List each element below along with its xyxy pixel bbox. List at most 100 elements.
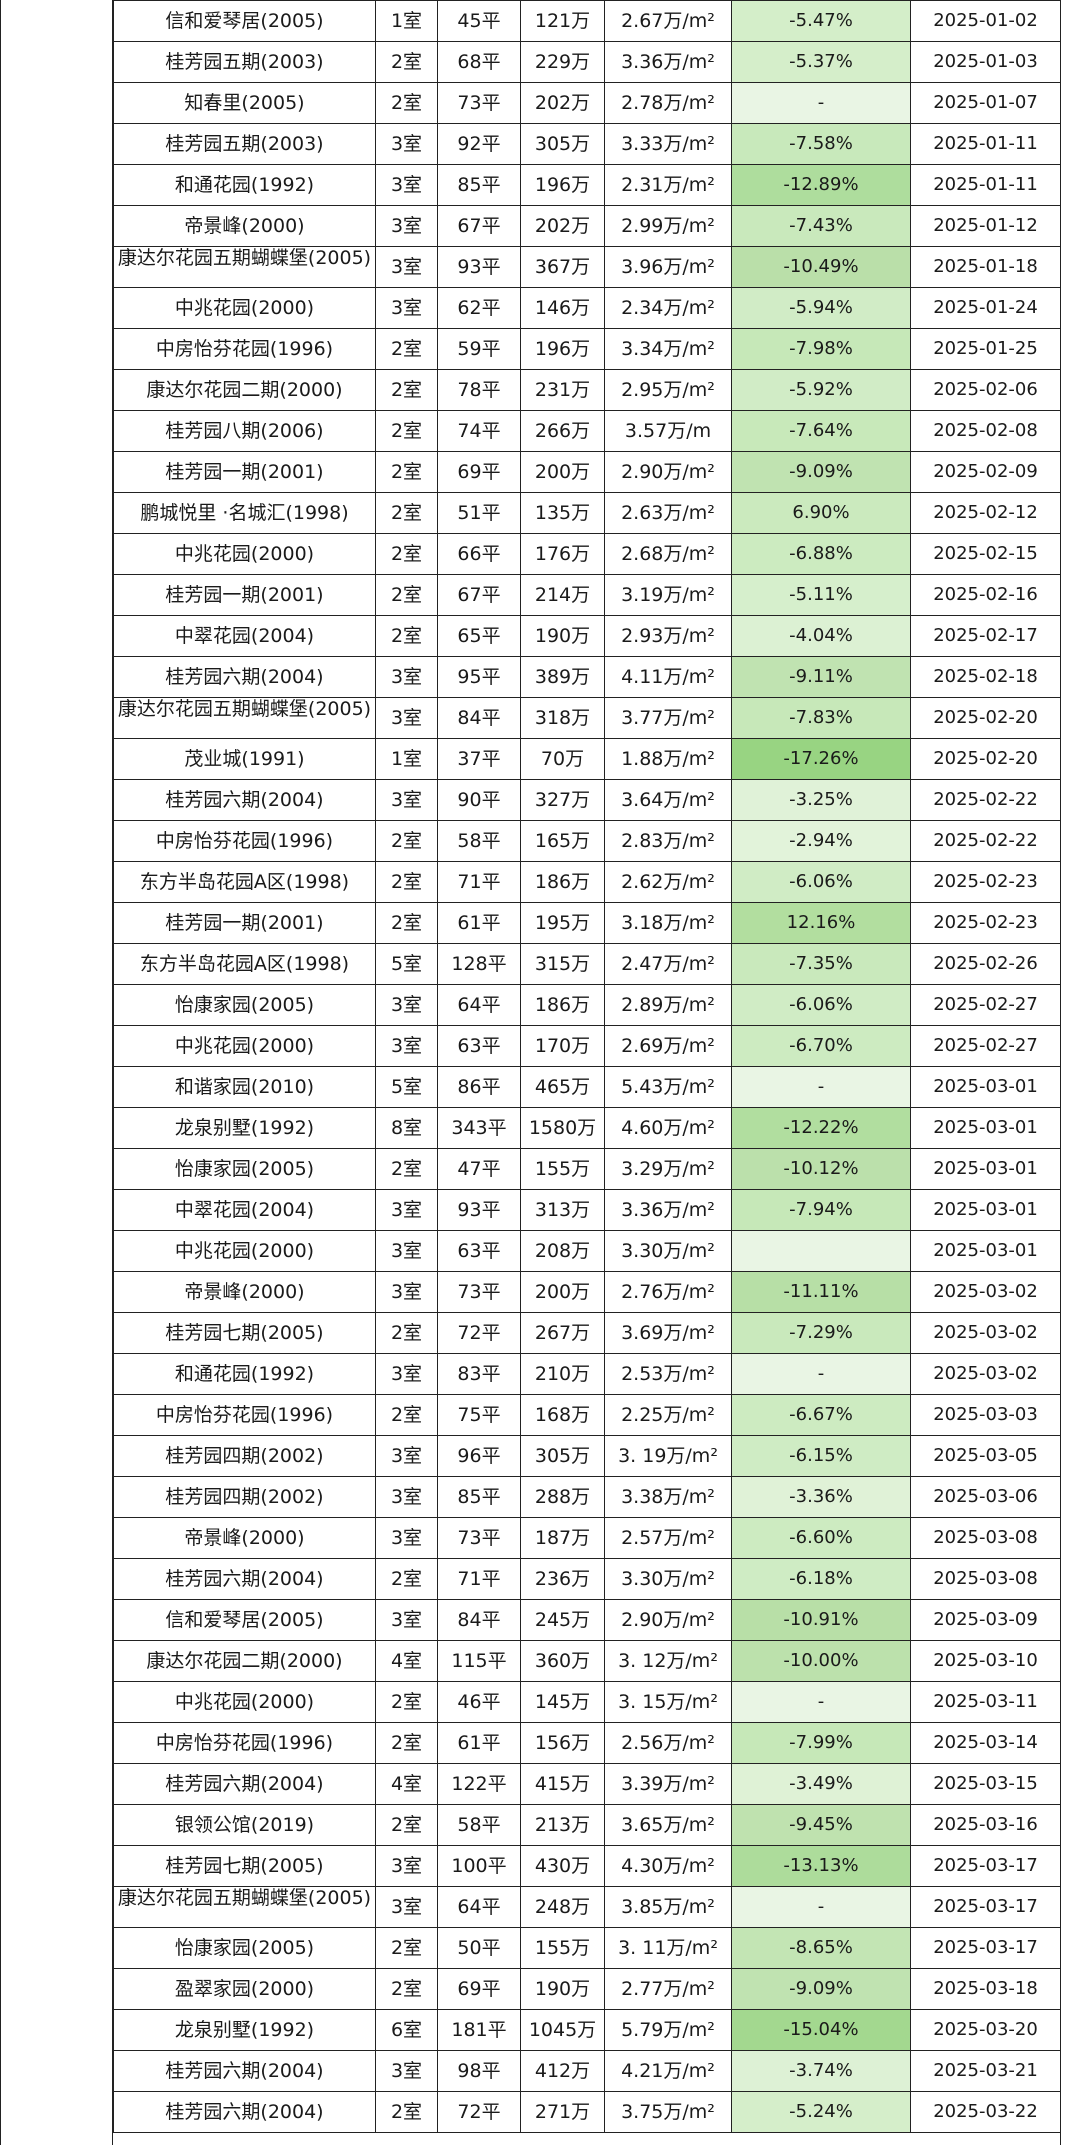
cell-change: - xyxy=(731,82,911,124)
cell-area: 73平 xyxy=(437,1271,521,1313)
table-row: 和谐家园(2010) 5室 86平 465万 5.43万/m² -2025-03-01 xyxy=(113,1066,1061,1108)
cell-rooms: 3室 xyxy=(375,1845,438,1887)
table-row: 桂芳园四期(2002) 3室 96平 305万 3. 19万/m² -6.15% 2025-… xyxy=(113,1435,1061,1477)
table-row: 桂芳园七期(2005) 2室 72平 267万 3.69万/m² -7.29% 2025-0… xyxy=(113,1312,1061,1354)
cell-unit-price: 3.57万/m xyxy=(604,410,732,452)
cell-community: 中房怡芬花园(1996) xyxy=(113,328,376,370)
cell-community: 茂业城(1991) xyxy=(113,738,376,780)
cell-community: 知春里(2005) xyxy=(113,82,376,124)
cell-community: 桂芳园一期(2001) xyxy=(113,902,376,944)
cell-unit-price: 3.36万/m² xyxy=(604,1189,732,1231)
cell-area: 63平 xyxy=(437,1230,521,1272)
cell-total-price: 145万 xyxy=(520,1681,605,1723)
cell-rooms: 3室 xyxy=(375,697,438,739)
cell-area: 58平 xyxy=(437,820,521,862)
cell-date: 2025-03-17 xyxy=(910,1927,1061,1969)
cell-unit-price: 2.99万/m² xyxy=(604,205,732,247)
cell-unit-price: 2.95万/m² xyxy=(604,369,732,411)
cell-unit-price: 3. 11万/m² xyxy=(604,1927,732,1969)
cell-date: 2025-01-25 xyxy=(910,328,1061,370)
cell-area: 69平 xyxy=(437,1968,521,2010)
table-row: 中兆花园(2000) 3室 63平 208万 3.30万/m² 2025-03-01 xyxy=(113,1230,1061,1272)
cell-date: 2025-03-01 xyxy=(910,1189,1061,1231)
cell-unit-price: 2.93万/m² xyxy=(604,615,732,657)
table-row: 桂芳园四期(2002) 3室 85平 288万 3.38万/m² -3.36% 2025-0… xyxy=(113,1476,1061,1518)
cell-rooms: 2室 xyxy=(375,1968,438,2010)
cell-total-price: 1580万 xyxy=(520,1107,605,1149)
cell-unit-price: 3.38万/m² xyxy=(604,1476,732,1518)
cell-date: 2025-03-17 xyxy=(910,1845,1061,1887)
cell-date: 2025-02-20 xyxy=(910,697,1061,739)
cell-unit-price: 5.43万/m² xyxy=(604,1066,732,1108)
cell-community: 银领公馆(2019) xyxy=(113,1804,376,1846)
cell-change: -10.49% xyxy=(731,246,911,288)
table-row: 康达尔花园二期(2000) 2室 78平 231万 2.95万/m² -5.92% 2025… xyxy=(113,369,1061,411)
cell-total-price: 465万 xyxy=(520,1066,605,1108)
cell-total-price: 165万 xyxy=(520,820,605,862)
cell-rooms: 2室 xyxy=(375,533,438,575)
cell-community: 中兆花园(2000) xyxy=(113,287,376,329)
cell-unit-price: 2.78万/m² xyxy=(604,82,732,124)
cell-date: 2025-03-02 xyxy=(910,1353,1061,1395)
cell-date: 2025-03-01 xyxy=(910,1066,1061,1108)
table-row: 怡康家园(2005) 2室 47平 155万 3.29万/m² -10.12% 2025-0… xyxy=(113,1148,1061,1190)
cell-rooms: 2室 xyxy=(375,1312,438,1354)
cell-change: -7.35% xyxy=(731,943,911,985)
cell-total-price: 155万 xyxy=(520,1148,605,1190)
cell-rooms: 3室 xyxy=(375,1435,438,1477)
cell-area: 78平 xyxy=(437,369,521,411)
cell-date: 2025-02-23 xyxy=(910,861,1061,903)
table-row: 和通花园(1992) 3室 85平 196万 2.31万/m² -12.89% 2025-0… xyxy=(113,164,1061,206)
cell-total-price: 415万 xyxy=(520,1763,605,1805)
cell-rooms: 1室 xyxy=(375,738,438,780)
cell-change: -2.94% xyxy=(731,820,911,862)
cell-unit-price: 3.39万/m² xyxy=(604,1763,732,1805)
cell-unit-price: 3.77万/m² xyxy=(604,697,732,739)
cell-area: 93平 xyxy=(437,246,521,288)
cell-total-price: 176万 xyxy=(520,533,605,575)
cell-community: 桂芳园四期(2002) xyxy=(113,1435,376,1477)
cell-community: 信和爱琴居(2005) xyxy=(113,1599,376,1641)
cell-community: 中房怡芬花园(1996) xyxy=(113,1722,376,1764)
cell-date: 2025-01-18 xyxy=(910,246,1061,288)
table-row: 桂芳园六期(2004) 4室 122平 415万 3.39万/m² -3.49% 2025-… xyxy=(113,1763,1061,1805)
cell-rooms: 2室 xyxy=(375,1394,438,1436)
cell-area: 98平 xyxy=(437,2050,521,2092)
cell-unit-price: 2.56万/m² xyxy=(604,1722,732,1764)
cell-area: 64平 xyxy=(437,1886,521,1928)
cell-total-price: 210万 xyxy=(520,1353,605,1395)
cell-area: 73平 xyxy=(437,1517,521,1559)
cell-change: -5.24% xyxy=(731,2091,911,2133)
cell-rooms: 3室 xyxy=(375,1230,438,1272)
cell-area: 69平 xyxy=(437,451,521,493)
cell-date: 2025-01-02 xyxy=(910,0,1061,42)
cell-change: -10.12% xyxy=(731,1148,911,1190)
cell-area: 86平 xyxy=(437,1066,521,1108)
cell-unit-price: 4.30万/m² xyxy=(604,1845,732,1887)
cell-rooms: 3室 xyxy=(375,205,438,247)
table-row: 桂芳园七期(2005) 3室 100平 430万 4.30万/m² -13.13% 2025… xyxy=(113,1845,1061,1887)
cell-rooms: 3室 xyxy=(375,2050,438,2092)
cell-total-price: 200万 xyxy=(520,1271,605,1313)
cell-rooms: 2室 xyxy=(375,328,438,370)
cell-area: 85平 xyxy=(437,1476,521,1518)
cell-change: 12.16% xyxy=(731,902,911,944)
cell-date: 2025-03-02 xyxy=(910,1312,1061,1354)
table-row: 中兆花园(2000) 3室 63平 170万 2.69万/m² -6.70% 2025-02… xyxy=(113,1025,1061,1067)
cell-community: 康达尔花园二期(2000) xyxy=(113,1640,376,1682)
cell-rooms: 2室 xyxy=(375,410,438,452)
cell-community: 桂芳园六期(2004) xyxy=(113,2091,376,2133)
cell-community: 龙泉别墅(1992) xyxy=(113,2009,376,2051)
cell-date: 2025-03-10 xyxy=(910,1640,1061,1682)
cell-total-price: 200万 xyxy=(520,451,605,493)
cell-community: 康达尔花园二期(2000) xyxy=(113,369,376,411)
table-row: 桂芳园五期(2003) 3室 92平 305万 3.33万/m² -7.58% 2025-0… xyxy=(113,123,1061,165)
cell-community: 桂芳园四期(2002) xyxy=(113,1476,376,1518)
cell-community: 桂芳园一期(2001) xyxy=(113,574,376,616)
cell-change: -3.74% xyxy=(731,2050,911,2092)
cell-date: 2025-02-27 xyxy=(910,984,1061,1026)
cell-community: 鹏城悦里 ·名城汇(1998) xyxy=(113,492,376,534)
table-row: 康达尔花园五期蝴蝶堡(2005) 3室 64平 248万 3.85万/m² -2025-0… xyxy=(113,1886,1061,1928)
table-row: 信和爱琴居(2005) 1室 45平 121万 2.67万/m² -5.47% 2025-0… xyxy=(113,0,1061,42)
table-row: 中房怡芬花园(1996) 2室 59平 196万 3.34万/m² -7.98% 2025-… xyxy=(113,328,1061,370)
